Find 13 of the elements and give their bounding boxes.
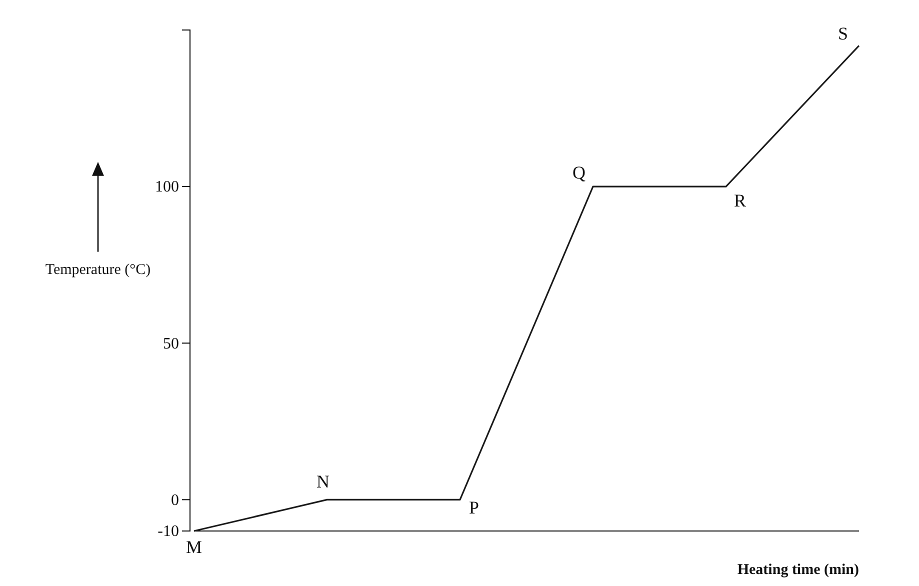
x-axis-title: Heating time (min) xyxy=(737,562,860,578)
annotation: R xyxy=(734,190,746,211)
text: M xyxy=(186,537,202,557)
annotation: N xyxy=(316,472,330,492)
annotation: Q xyxy=(572,162,586,183)
y-tick-label: -10 xyxy=(158,523,179,540)
y-tick-label: 0 xyxy=(171,492,179,509)
annotation: S xyxy=(838,24,848,44)
y-axis-title: Temperature (°C) xyxy=(45,262,151,278)
line-series xyxy=(193,44,860,532)
y-tick-label: 100 xyxy=(155,178,179,196)
annotation: P xyxy=(468,498,480,518)
y-tick-label: 50 xyxy=(163,335,179,352)
